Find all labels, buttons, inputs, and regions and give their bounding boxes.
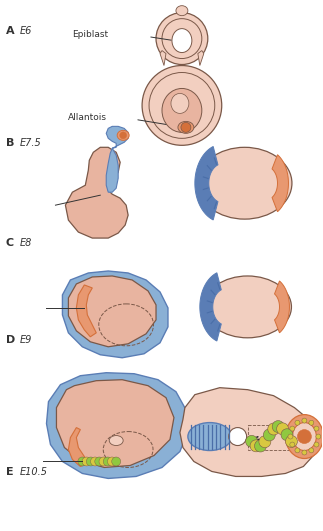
Ellipse shape (292, 423, 316, 450)
Circle shape (99, 457, 108, 466)
Circle shape (276, 423, 288, 435)
Text: D: D (6, 335, 15, 345)
Circle shape (286, 435, 297, 448)
Ellipse shape (162, 89, 202, 132)
Text: E8: E8 (20, 238, 32, 248)
Circle shape (229, 427, 247, 446)
Polygon shape (275, 281, 289, 333)
Circle shape (259, 436, 271, 448)
Circle shape (290, 426, 295, 431)
Polygon shape (106, 126, 128, 148)
Polygon shape (180, 388, 317, 476)
Circle shape (302, 450, 307, 455)
Circle shape (82, 457, 91, 466)
Circle shape (316, 434, 321, 439)
Polygon shape (200, 273, 221, 341)
Polygon shape (272, 155, 288, 212)
Ellipse shape (149, 73, 215, 139)
Circle shape (272, 421, 284, 433)
Circle shape (245, 435, 257, 447)
Text: E9: E9 (20, 335, 32, 345)
Ellipse shape (109, 435, 123, 446)
Circle shape (108, 457, 117, 466)
Text: Allantois: Allantois (68, 113, 108, 122)
Circle shape (90, 457, 99, 466)
Ellipse shape (197, 147, 292, 219)
Polygon shape (160, 50, 166, 65)
Text: B: B (6, 139, 14, 148)
Polygon shape (106, 148, 118, 192)
Text: E6: E6 (20, 25, 32, 36)
Ellipse shape (172, 29, 192, 53)
Circle shape (263, 429, 275, 441)
Polygon shape (248, 425, 295, 450)
Text: E: E (6, 467, 13, 477)
Circle shape (314, 442, 319, 447)
Polygon shape (66, 147, 128, 238)
Circle shape (295, 420, 300, 425)
Circle shape (290, 442, 295, 447)
Circle shape (255, 440, 266, 452)
Ellipse shape (171, 93, 189, 114)
Circle shape (268, 423, 280, 435)
Ellipse shape (188, 423, 232, 450)
Circle shape (302, 418, 307, 423)
Circle shape (309, 420, 314, 425)
Circle shape (309, 448, 314, 453)
Polygon shape (57, 380, 174, 467)
Circle shape (78, 457, 87, 466)
Circle shape (314, 426, 319, 431)
Ellipse shape (156, 13, 208, 65)
Circle shape (297, 430, 311, 443)
Ellipse shape (178, 122, 194, 133)
Circle shape (120, 132, 127, 139)
Polygon shape (198, 50, 204, 65)
Polygon shape (47, 373, 188, 478)
Text: Epiblast: Epiblast (72, 30, 109, 39)
Polygon shape (68, 276, 156, 347)
Ellipse shape (176, 6, 188, 15)
Ellipse shape (142, 65, 222, 145)
Circle shape (95, 457, 104, 466)
Circle shape (288, 434, 293, 439)
Text: E10.5: E10.5 (20, 467, 47, 477)
Polygon shape (62, 271, 168, 358)
Circle shape (103, 457, 112, 466)
Circle shape (86, 457, 95, 466)
Ellipse shape (204, 276, 291, 338)
Polygon shape (68, 427, 88, 466)
Circle shape (250, 440, 262, 452)
Circle shape (295, 448, 300, 453)
Ellipse shape (162, 19, 202, 58)
Circle shape (112, 457, 121, 466)
Text: A: A (6, 25, 14, 36)
Ellipse shape (117, 130, 129, 140)
Polygon shape (195, 147, 218, 220)
Circle shape (181, 122, 191, 132)
Text: C: C (6, 238, 14, 248)
Polygon shape (76, 285, 96, 337)
Ellipse shape (286, 415, 323, 458)
Text: E7.5: E7.5 (20, 139, 41, 148)
Circle shape (281, 429, 293, 441)
